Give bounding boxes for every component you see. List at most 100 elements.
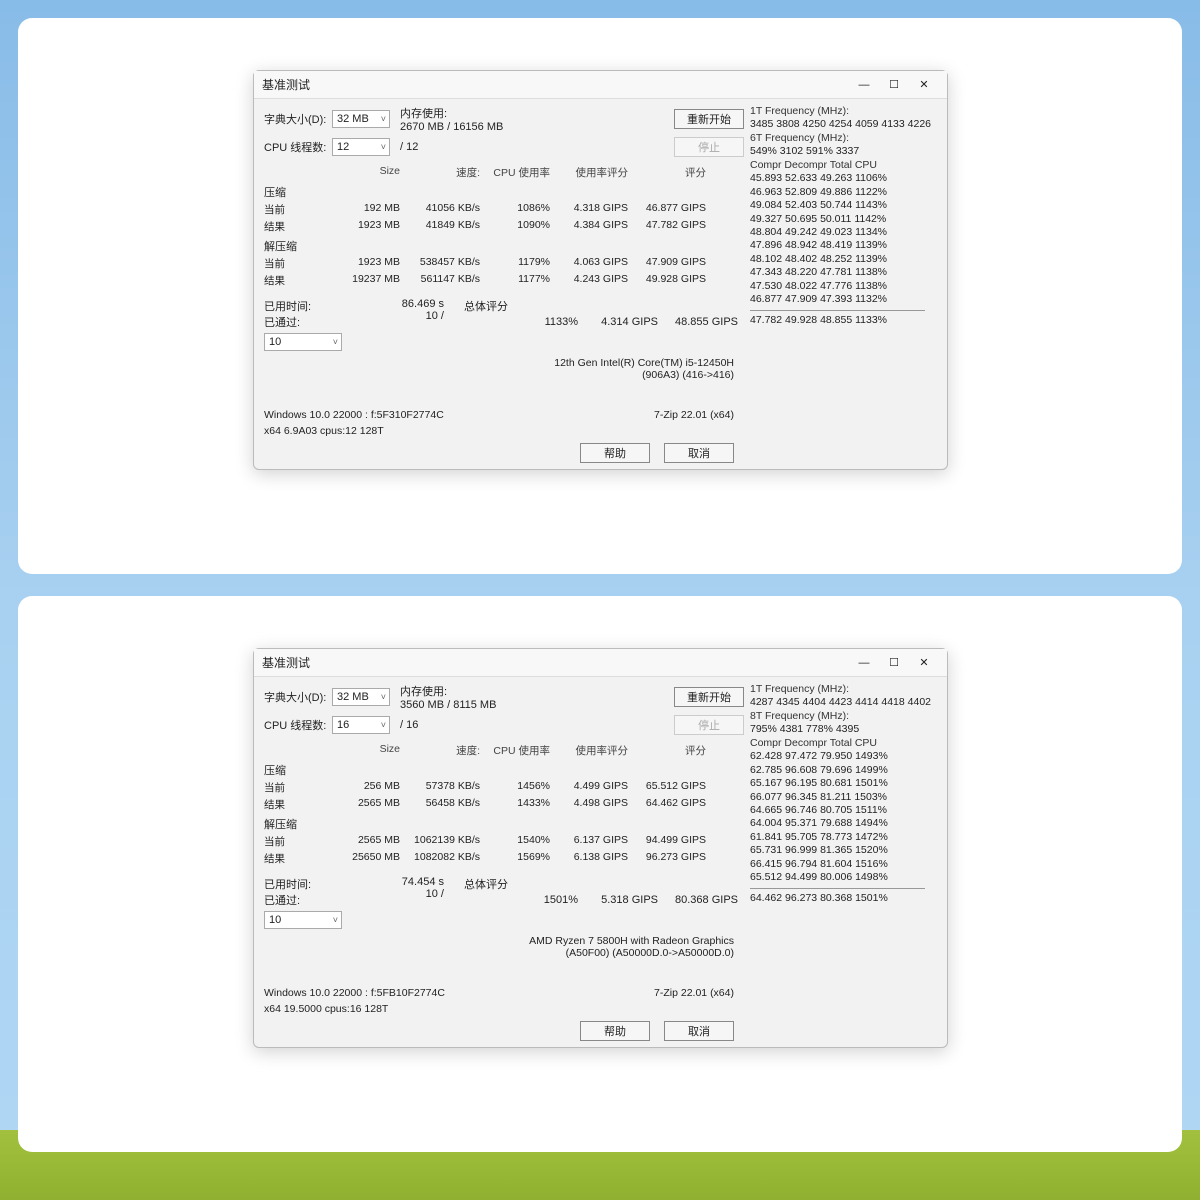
col-score: 评分	[632, 165, 710, 180]
matrix-row: 49.084 52.403 50.744 1143%	[750, 199, 937, 212]
matrix-row: 48.102 48.402 48.252 1139%	[750, 253, 937, 266]
close-button[interactable]: ✕	[909, 653, 939, 673]
matrix-row: 65.167 96.195 80.681 1501%	[750, 777, 937, 790]
minimize-button[interactable]: —	[849, 75, 879, 95]
matrix-row: 45.893 52.633 49.263 1106%	[750, 172, 937, 185]
stop-button[interactable]: 停止	[674, 715, 744, 735]
matrix-row: 48.804 49.242 49.023 1134%	[750, 226, 937, 239]
passes-select[interactable]: 10	[264, 333, 342, 351]
mem-label: 内存使用:	[400, 105, 668, 121]
cpu-id: (906A3) (416->416)	[264, 369, 734, 381]
threads-label: CPU 线程数:	[264, 139, 332, 155]
dict-size-select[interactable]: 32 MB	[332, 110, 390, 128]
maximize-button[interactable]: ☐	[879, 653, 909, 673]
matrix-row: 62.428 97.472 79.950 1493%	[750, 750, 937, 763]
stats-panel: 1T Frequency (MHz): 4287 4345 4404 4423 …	[744, 683, 937, 1041]
window-title: 基准测试	[262, 654, 849, 671]
threads-select[interactable]: 12	[332, 138, 390, 156]
elapsed-value: 86.469 s	[374, 298, 444, 310]
close-button[interactable]: ✕	[909, 75, 939, 95]
table-row: 结果 1923 MB 41849 KB/s 1090% 4.384 GIPS 4…	[264, 219, 744, 234]
results-table: Size 速度: CPU 使用率 使用率评分 评分 压缩 当前 192 MB 4…	[264, 165, 744, 290]
cancel-button[interactable]: 取消	[664, 443, 734, 463]
matrix-row: 46.877 47.909 47.393 1132%	[750, 293, 937, 306]
col-rating: 使用率评分	[554, 743, 632, 758]
matrix-row: 47.343 48.220 47.781 1138%	[750, 266, 937, 279]
cancel-button[interactable]: 取消	[664, 1021, 734, 1041]
dict-size-select[interactable]: 32 MB	[332, 688, 390, 706]
matrix-row: 66.077 96.345 81.211 1503%	[750, 791, 937, 804]
matrix-row: 66.415 96.794 81.604 1516%	[750, 858, 937, 871]
passes-value: 10 /	[374, 310, 444, 322]
passes-label: 已通过:	[264, 317, 300, 329]
table-row: 当前 1923 MB 538457 KB/s 1179% 4.063 GIPS …	[264, 256, 744, 271]
threads-select[interactable]: 16	[332, 716, 390, 734]
cpu-name: AMD Ryzen 7 5800H with Radeon Graphics	[264, 935, 734, 947]
threads-label: CPU 线程数:	[264, 717, 332, 733]
panel-bottom: 基准测试 — ☐ ✕ 字典大小(D): 32 MB 内存使用: 3560 MB …	[18, 596, 1182, 1152]
matrix-row: 47.896 48.942 48.419 1139%	[750, 239, 937, 252]
os-line: Windows 10.0 22000 : f:5FB10F2774C	[264, 987, 445, 999]
table-row: 当前 192 MB 41056 KB/s 1086% 4.318 GIPS 46…	[264, 202, 744, 217]
matrix-row: 65.512 94.499 80.006 1498%	[750, 871, 937, 884]
app-line: 7-Zip 22.01 (x64)	[654, 987, 744, 999]
table-row: 当前 2565 MB 1062139 KB/s 1540% 6.137 GIPS…	[264, 834, 744, 849]
decompress-label: 解压缩	[264, 238, 744, 254]
cpu-name: 12th Gen Intel(R) Core(TM) i5-12450H	[264, 357, 734, 369]
panel-top: 基准测试 — ☐ ✕ 字典大小(D): 32 MB 内存使用: 2670 MB …	[18, 18, 1182, 574]
threads-total: / 12	[400, 141, 668, 153]
threads-total: / 16	[400, 719, 668, 731]
passes-value: 10 /	[374, 888, 444, 900]
mem-value: 3560 MB / 8115 MB	[400, 699, 668, 711]
dict-size-label: 字典大小(D):	[264, 111, 332, 127]
matrix-row: 61.841 95.705 78.773 1472%	[750, 831, 937, 844]
table-row: 结果 19237 MB 561147 KB/s 1177% 4.243 GIPS…	[264, 273, 744, 288]
titlebar: 基准测试 — ☐ ✕	[254, 649, 947, 677]
dict-size-label: 字典大小(D):	[264, 689, 332, 705]
matrix-row: 47.530 48.022 47.776 1138%	[750, 280, 937, 293]
minimize-button[interactable]: —	[849, 653, 879, 673]
decompress-label: 解压缩	[264, 816, 744, 832]
elapsed-label: 已用时间:	[264, 879, 311, 891]
passes-label: 已通过:	[264, 895, 300, 907]
elapsed-label: 已用时间:	[264, 301, 311, 313]
col-rating: 使用率评分	[554, 165, 632, 180]
col-speed: 速度:	[404, 743, 484, 758]
stop-button[interactable]: 停止	[674, 137, 744, 157]
overall-label: 总体评分	[464, 298, 744, 314]
table-row: 结果 25650 MB 1082082 KB/s 1569% 6.138 GIP…	[264, 851, 744, 866]
matrix-row: 62.785 96.608 79.696 1499%	[750, 764, 937, 777]
arch-line: x64 6.9A03 cpus:12 128T	[264, 425, 384, 437]
col-speed: 速度:	[404, 165, 484, 180]
col-size: Size	[334, 165, 404, 180]
overall-label: 总体评分	[464, 876, 744, 892]
table-row: 结果 2565 MB 56458 KB/s 1433% 4.498 GIPS 6…	[264, 797, 744, 812]
mem-label: 内存使用:	[400, 683, 668, 699]
results-table: Size 速度: CPU 使用率 使用率评分 评分 压缩 当前 256 MB 5…	[264, 743, 744, 868]
window-title: 基准测试	[262, 76, 849, 93]
passes-select[interactable]: 10	[264, 911, 342, 929]
maximize-button[interactable]: ☐	[879, 75, 909, 95]
col-size: Size	[334, 743, 404, 758]
table-row: 当前 256 MB 57378 KB/s 1456% 4.499 GIPS 65…	[264, 780, 744, 795]
app-line: 7-Zip 22.01 (x64)	[654, 409, 744, 421]
matrix-row: 65.731 96.999 81.365 1520%	[750, 844, 937, 857]
benchmark-window-2: 基准测试 — ☐ ✕ 字典大小(D): 32 MB 内存使用: 3560 MB …	[253, 648, 948, 1048]
cpu-id: (A50F00) (A50000D.0->A50000D.0)	[264, 947, 734, 959]
restart-button[interactable]: 重新开始	[674, 109, 744, 129]
arch-line: x64 19.5000 cpus:16 128T	[264, 1003, 388, 1015]
compress-label: 压缩	[264, 762, 744, 778]
os-line: Windows 10.0 22000 : f:5F310F2774C	[264, 409, 444, 421]
restart-button[interactable]: 重新开始	[674, 687, 744, 707]
titlebar: 基准测试 — ☐ ✕	[254, 71, 947, 99]
help-button[interactable]: 帮助	[580, 1021, 650, 1041]
elapsed-value: 74.454 s	[374, 876, 444, 888]
col-cpu: CPU 使用率	[484, 743, 554, 758]
matrix-row: 64.665 96.746 80.705 1511%	[750, 804, 937, 817]
compress-label: 压缩	[264, 184, 744, 200]
help-button[interactable]: 帮助	[580, 443, 650, 463]
matrix-row: 46.963 52.809 49.886 1122%	[750, 186, 937, 199]
matrix-row: 49.327 50.695 50.011 1142%	[750, 213, 937, 226]
mem-value: 2670 MB / 16156 MB	[400, 121, 668, 133]
benchmark-window-1: 基准测试 — ☐ ✕ 字典大小(D): 32 MB 内存使用: 2670 MB …	[253, 70, 948, 470]
